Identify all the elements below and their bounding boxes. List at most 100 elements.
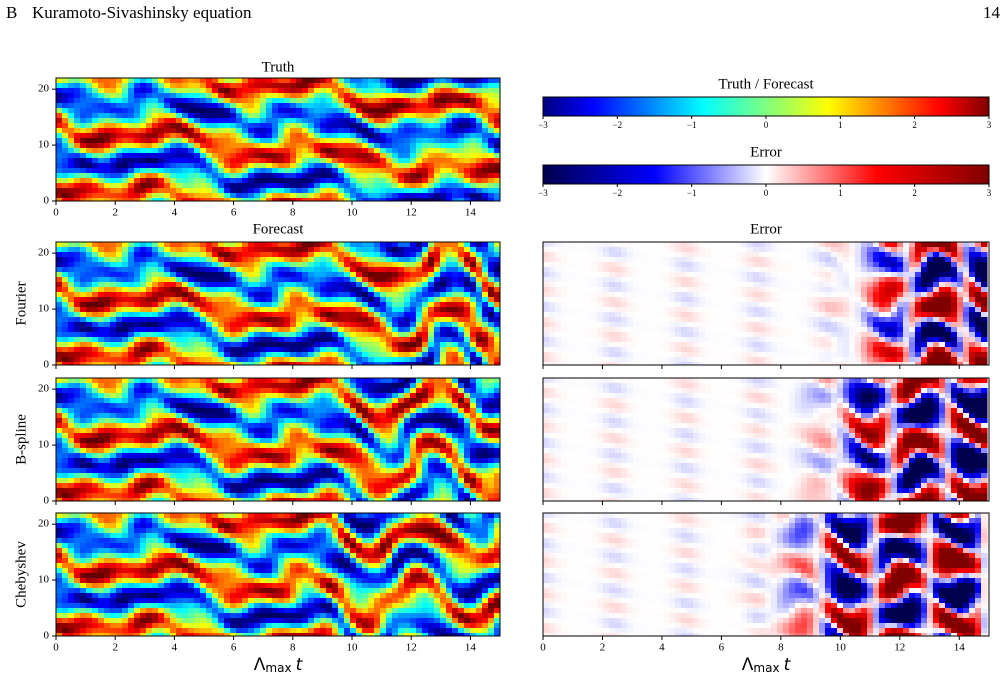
heatmap-cell [164,242,171,248]
heatmap-cell [344,332,351,338]
heatmap-cell [434,158,441,164]
heatmap-cell [122,118,129,124]
heatmap-cell [86,158,93,164]
heatmap-cell [314,173,321,179]
heatmap-cell [344,198,351,202]
heatmap-cell [92,148,99,154]
heatmap-cell [296,317,303,323]
heatmap-cell [717,337,724,343]
heatmap-cell [74,307,81,313]
heatmap-cell [68,347,75,353]
heatmap-cell [320,262,327,268]
heatmap-cell [194,198,201,202]
heatmap-cell [296,297,303,303]
heatmap-cell [488,357,495,363]
heatmap-cell [284,168,291,174]
heatmap-cell [356,252,363,258]
heatmap-cell [170,242,177,248]
heatmap-cell [176,168,183,174]
heatmap-cell [434,148,441,154]
heatmap-cell [458,78,465,84]
heatmap-cell [98,93,105,99]
heatmap-cell [476,133,483,139]
heatmap-cell [831,362,838,366]
heatmap-cell [440,123,447,129]
heatmap-cell [302,257,309,263]
heatmap-cell [320,193,327,199]
heatmap-cell [621,252,628,258]
heatmap-cell [320,118,327,124]
heatmap-cell [116,272,123,278]
heatmap-cell [591,247,598,253]
heatmap-cell [194,337,201,343]
heatmap-cell [428,133,435,139]
heatmap-cell [62,312,69,318]
heatmap-cell [194,158,201,164]
heatmap-cell [302,307,309,313]
heatmap-cell [657,342,664,348]
heatmap-cell [386,317,393,323]
heatmap-cell [302,143,309,149]
heatmap-cell [188,362,195,366]
heatmap-cell [170,158,177,164]
heatmap-cell [170,143,177,149]
heatmap-cell [206,277,213,283]
heatmap-cell [416,332,423,338]
heatmap-cell [807,347,814,353]
heatmap-cell [452,267,459,273]
heatmap-cell [476,262,483,268]
heatmap-cell [681,362,688,366]
heatmap-cell [729,242,736,248]
heatmap-cell [368,302,375,308]
heatmap-cell [729,297,736,303]
heatmap-cell [837,352,844,358]
heatmap-cell [80,342,87,348]
heatmap-cell [386,143,393,149]
heatmap-cell [98,287,105,293]
heatmap-cell [699,342,706,348]
heatmap-cell [296,128,303,134]
heatmap-cell [278,153,285,159]
heatmap-cell [416,327,423,333]
heatmap-cell [765,282,772,288]
heatmap-cell [603,322,610,328]
heatmap-cell [158,282,165,288]
heatmap-cell [326,113,333,119]
heatmap-cell [194,302,201,308]
heatmap-cell [134,193,141,199]
heatmap-cell [404,148,411,154]
heatmap-cell [675,347,682,353]
heatmap-cell [200,88,207,94]
heatmap-cell [110,337,117,343]
heatmap-cell [591,302,598,308]
heatmap-cell [74,287,81,293]
heatmap-cell [488,247,495,253]
heatmap-cell [110,327,117,333]
heatmap-cell [476,252,483,258]
heatmap-cell [494,302,501,308]
heatmap-cell [56,88,63,94]
heatmap-cell [825,357,832,363]
heatmap-cell [645,312,652,318]
heatmap-cell [597,342,604,348]
heatmap-cell [338,123,345,129]
heatmap-cell [374,168,381,174]
heatmap-cell [206,362,213,366]
heatmap-cell [410,327,417,333]
heatmap-cell [86,292,93,298]
heatmap-cell [783,277,790,283]
heatmap-cell [338,332,345,338]
heatmap-cell [236,352,243,358]
heatmap-cell [146,262,153,268]
heatmap-cell [543,287,550,293]
heatmap-cell [476,282,483,288]
heatmap-cell [110,158,117,164]
heatmap-cell [212,153,219,159]
heatmap-cell [621,282,628,288]
heatmap-cell [549,252,556,258]
heatmap-cell [122,78,129,84]
heatmap-cell [434,133,441,139]
heatmap-cell [200,133,207,139]
heatmap-cell [374,302,381,308]
